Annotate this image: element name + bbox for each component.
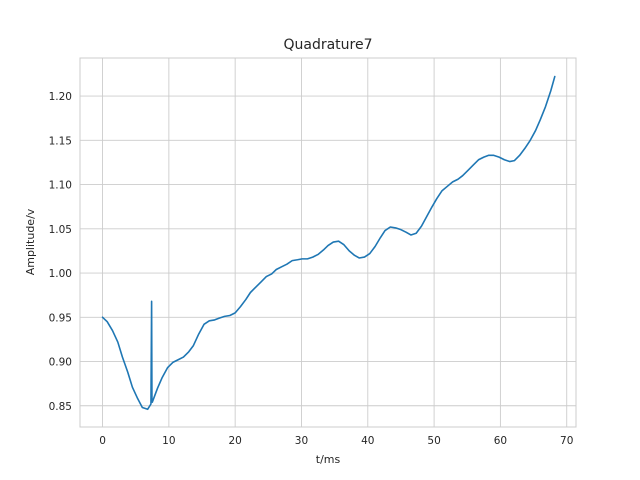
x-tick-label: 50 [427, 435, 440, 447]
y-tick-label: 1.20 [49, 91, 72, 103]
chart-title: Quadrature7 [283, 37, 372, 53]
y-tick-label: 1.10 [49, 180, 72, 192]
x-tick-label: 20 [228, 435, 241, 447]
x-axis-label: t/ms [316, 453, 341, 466]
series-layer [101, 75, 556, 411]
x-tick-label: 60 [494, 435, 507, 447]
y-tick-label: 1.15 [49, 135, 72, 147]
y-tick-label: 1.05 [49, 224, 72, 236]
x-tick-label: 0 [99, 435, 106, 447]
x-tick-labels: 0 10 20 30 40 50 60 70 [99, 435, 573, 447]
y-axis-label: Amplitude/v [24, 208, 37, 275]
x-tick-label: 30 [295, 435, 308, 447]
grid [80, 58, 576, 427]
y-tick-label: 0.90 [49, 357, 72, 369]
x-tick-label: 70 [560, 435, 573, 447]
y-tick-label: 1.00 [49, 268, 72, 280]
x-tick-label: 10 [162, 435, 175, 447]
series-line [101, 75, 556, 411]
y-tick-label: 0.95 [49, 312, 72, 324]
y-tick-labels: 0.85 0.90 0.95 1.00 1.05 1.10 1.15 1.20 [49, 91, 72, 413]
plot-frame [79, 57, 577, 428]
x-tick-label: 40 [361, 435, 374, 447]
y-tick-label: 0.85 [49, 401, 72, 413]
